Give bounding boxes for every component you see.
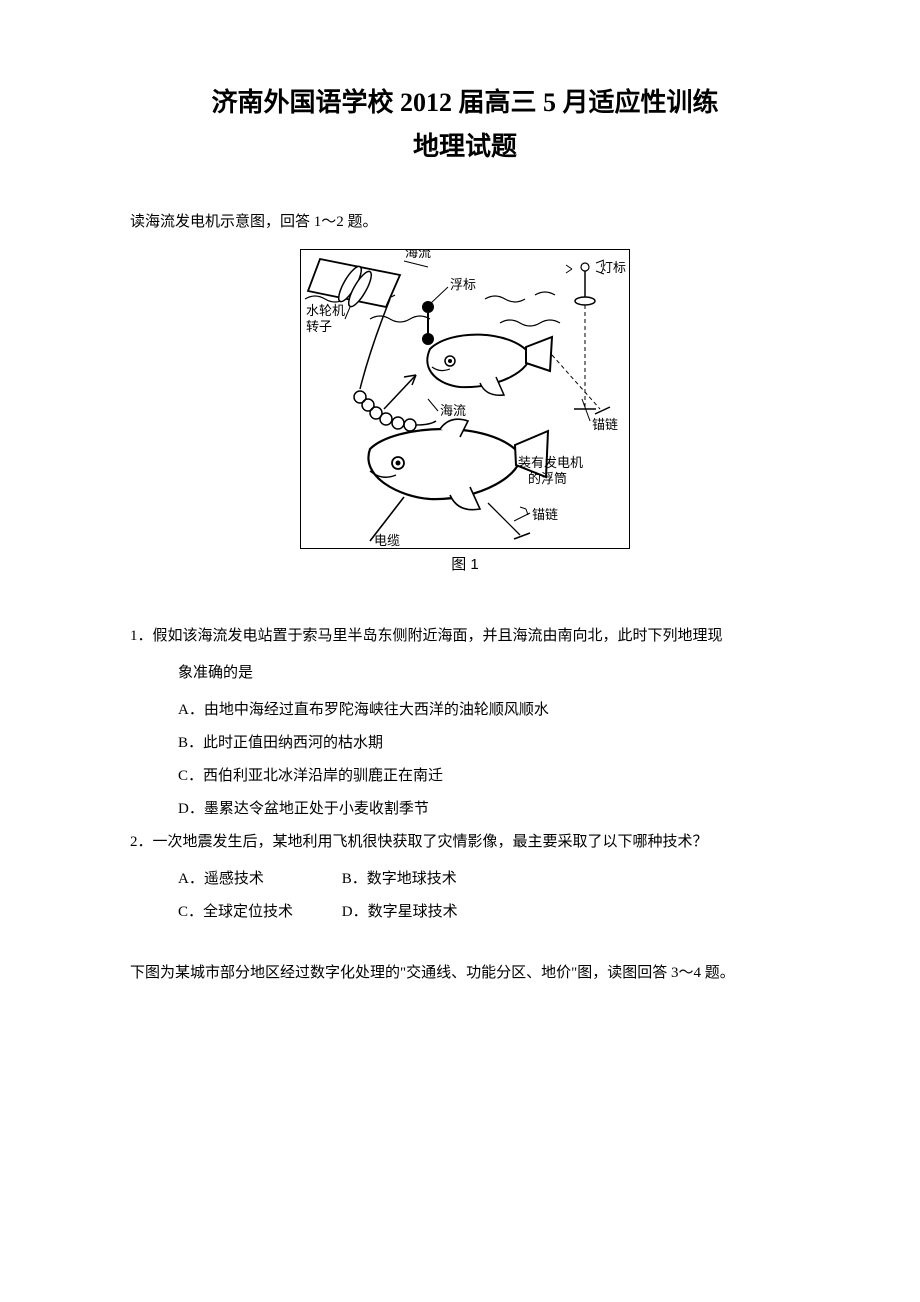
q2-option-c: C．全球定位技术: [178, 896, 338, 929]
label-buoy: 浮标: [450, 277, 476, 292]
page-title: 济南外国语学校 2012 届高三 5 月适应性训练: [130, 90, 800, 116]
q2-option-a: A．遥感技术: [178, 863, 338, 896]
label-cable: 电缆: [374, 533, 400, 548]
q2-option-d: D．数字星球技术: [342, 896, 502, 929]
q2-stem: 一次地震发生后，某地利用飞机很快获取了灾情影像，最主要采取了以下哪种技术？: [153, 834, 708, 850]
label-light-beacon: 灯标: [600, 260, 626, 275]
q1-stem-2: 象准确的是: [130, 657, 800, 690]
figure-1-caption: 图 1: [130, 557, 800, 572]
q2-options-row2: C．全球定位技术 D．数字星球技术: [130, 896, 800, 929]
q1-number: 1．: [130, 628, 153, 644]
label-turbine-1: 水轮机: [306, 303, 345, 318]
figure-1: 灯标 海流 水轮机 转子 浮标: [130, 249, 800, 572]
q1-stem-1: 假如该海流发电站置于索马里半岛东侧附近海面，并且海流由南向北，此时下列地理现: [153, 628, 723, 644]
ocean-current-generator-diagram: 灯标 海流 水轮机 转子 浮标: [300, 249, 630, 549]
label-turbine-2: 转子: [306, 319, 332, 334]
label-current-mid: 海流: [440, 403, 466, 418]
q1-option-a: A．由地中海经过直布罗陀海峡往大西洋的油轮顺风顺水: [130, 694, 800, 727]
question-2: 2．一次地震发生后，某地利用飞机很快获取了灾情影像，最主要采取了以下哪种技术？: [130, 826, 800, 859]
q2-option-b: B．数字地球技术: [342, 863, 502, 896]
q1-option-d: D．墨累达令盆地正处于小麦收割季节: [130, 793, 800, 826]
q1-option-c: C．西伯利亚北冰洋沿岸的驯鹿正在南迁: [130, 760, 800, 793]
label-current-top: 海流: [405, 249, 431, 260]
q2-options-row1: A．遥感技术 B．数字地球技术: [130, 863, 800, 896]
intro-q1-2: 读海流发电机示意图，回答 1～2 题。: [130, 208, 800, 237]
question-1: 1．假如该海流发电站置于索马里半岛东侧附近海面，并且海流由南向北，此时下列地理现: [130, 620, 800, 653]
label-anchor-right: 锚链: [592, 417, 618, 432]
exam-page: 济南外国语学校 2012 届高三 5 月适应性训练 地理试题 读海流发电机示意图…: [0, 0, 920, 1302]
intro-q3-4: 下图为某城市部分地区经过数字化处理的"交通线、功能分区、地价"图，读图回答 3～…: [130, 959, 800, 988]
q1-option-b: B．此时正值田纳西河的枯水期: [130, 727, 800, 760]
q2-number: 2．: [130, 834, 153, 850]
label-anchor-bottom: 锚链: [532, 507, 558, 522]
label-gen-buoy-1: 装有发电机: [518, 455, 583, 470]
label-gen-buoy-2: 的浮筒: [528, 471, 567, 486]
page-subtitle: 地理试题: [130, 134, 800, 160]
